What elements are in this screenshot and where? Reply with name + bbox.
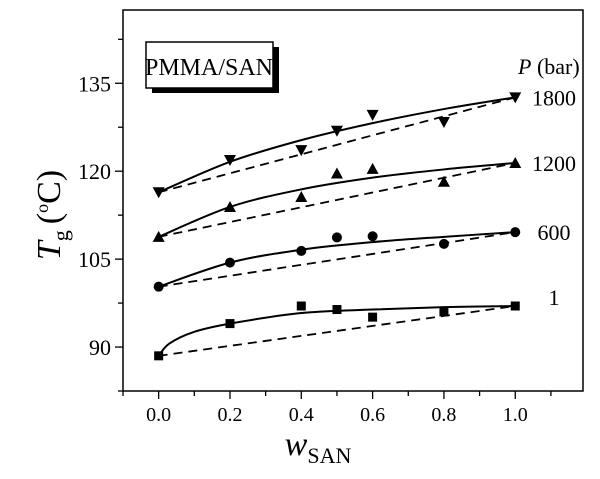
square-marker (296, 301, 306, 311)
linear-mixing-line-1800 (158, 96, 516, 194)
square-marker (439, 307, 449, 317)
square-marker (510, 301, 520, 311)
triangle-down-marker (152, 187, 165, 199)
square-marker (225, 319, 235, 329)
square-marker (332, 305, 342, 315)
triangle-up-marker (223, 200, 236, 212)
circle-marker (224, 257, 235, 268)
x-tick-label: 0.8 (431, 404, 456, 426)
triangle-up-marker (152, 230, 165, 242)
triangle-up-marker (509, 156, 522, 168)
x-tick-label: 0.6 (360, 404, 385, 426)
circle-marker (367, 231, 378, 242)
circle-marker (296, 245, 307, 256)
y-axis-label: Tg(oC) (31, 170, 73, 260)
x-tick-label: 0.2 (217, 404, 242, 426)
legend-title: P (bar) (517, 54, 580, 79)
fit-curve-1200 (158, 161, 516, 238)
linear-mixing-line-1 (158, 305, 516, 357)
annotation-box: PMMA/SAN (145, 41, 279, 93)
series-label-600: 600 (538, 220, 571, 245)
circle-marker (153, 281, 164, 292)
triangle-up-marker (437, 175, 450, 187)
circle-marker (438, 238, 449, 249)
series-label-1200: 1200 (532, 151, 576, 176)
square-marker (368, 312, 378, 322)
y-tick-label: 105 (78, 247, 111, 272)
x-tick-label: 0.4 (289, 404, 314, 426)
triangle-down-marker (509, 92, 522, 104)
annotation-text: PMMA/SAN (145, 55, 273, 81)
fit-curve-600 (158, 231, 516, 288)
triangle-down-marker (437, 116, 450, 128)
circle-marker (510, 227, 521, 238)
triangle-down-marker (366, 109, 379, 121)
series-labels: 1 600 1200 1800 (532, 85, 576, 310)
fit-curve-1 (157, 305, 516, 357)
x-tick-label: 0.0 (146, 404, 171, 426)
x-axis-label: wSAN (285, 426, 352, 468)
y-tick-label: 90 (89, 335, 111, 360)
y-tick-label: 135 (78, 71, 111, 96)
triangle-down-marker (295, 145, 308, 157)
y-tick-label: 120 (78, 159, 111, 184)
data-markers (152, 92, 522, 361)
triangle-down-marker (330, 125, 343, 137)
axes: 0.0 0.2 0.4 0.6 0.8 1.0 90 105 120 135 (78, 38, 552, 426)
circle-marker (331, 232, 342, 243)
linear-mixing-line-1200 (158, 162, 516, 238)
linear-mixing-line-600 (158, 231, 516, 288)
triangle-up-marker (366, 162, 379, 174)
x-tick-label: 1.0 (503, 404, 528, 426)
triangle-down-marker (223, 155, 236, 167)
triangle-up-marker (330, 167, 343, 179)
series-label-1800: 1800 (532, 85, 576, 110)
triangle-up-marker (295, 190, 308, 202)
square-marker (154, 351, 164, 361)
series-label-1: 1 (549, 285, 560, 310)
plot-frame (122, 9, 584, 392)
